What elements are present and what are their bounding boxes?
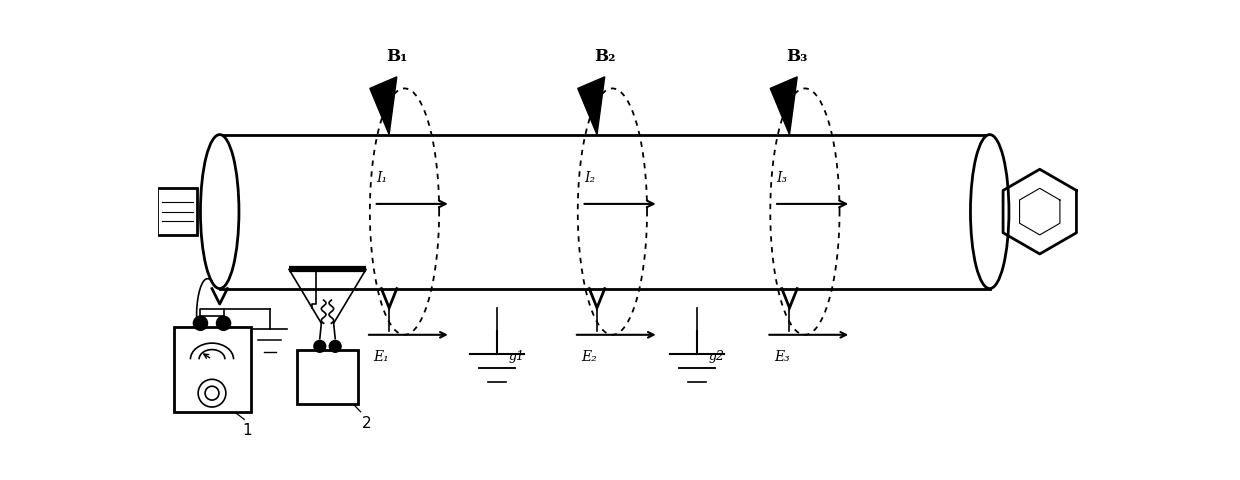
Text: g1: g1 [508,350,525,363]
Text: E₁: E₁ [373,350,389,364]
Polygon shape [174,327,250,412]
Text: B₁: B₁ [386,48,408,65]
Circle shape [330,341,341,352]
Polygon shape [770,77,797,134]
Ellipse shape [201,134,239,288]
Ellipse shape [971,134,1009,288]
Polygon shape [578,77,605,134]
Text: I₁: I₁ [376,171,387,185]
Polygon shape [370,77,397,134]
Circle shape [198,379,226,407]
Text: B₃: B₃ [786,48,808,65]
Text: E₃: E₃ [774,350,790,364]
Text: B₂: B₂ [594,48,615,65]
FancyBboxPatch shape [157,188,197,236]
Circle shape [314,341,326,352]
Polygon shape [219,134,990,288]
Circle shape [217,316,231,330]
Text: I₃: I₃ [776,171,787,185]
Polygon shape [296,350,358,404]
Circle shape [193,316,207,330]
Text: I₂: I₂ [584,171,595,185]
Text: 1: 1 [242,423,252,438]
Text: E₂: E₂ [582,350,598,364]
Text: g2: g2 [708,350,724,363]
Circle shape [205,386,219,400]
Text: 2: 2 [362,416,372,431]
